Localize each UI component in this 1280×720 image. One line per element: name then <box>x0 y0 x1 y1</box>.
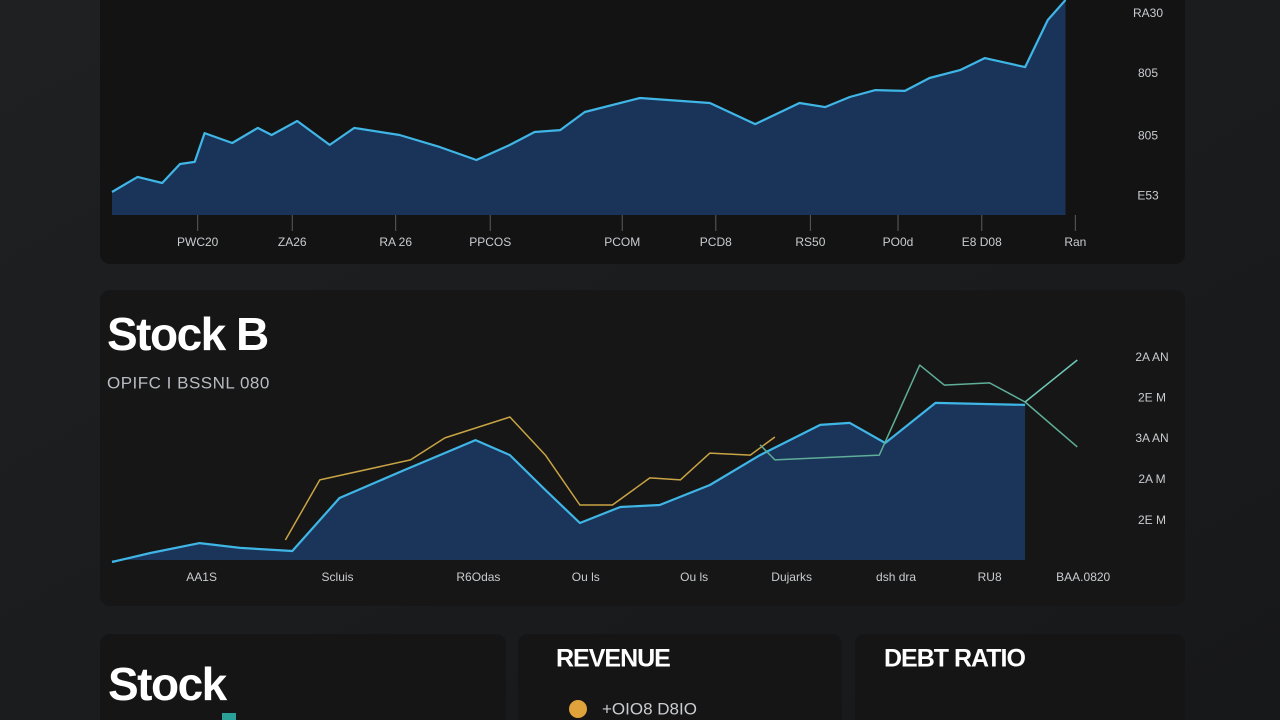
y-tick-label: 2E M <box>1138 390 1166 404</box>
x-tick-label: R6Odas <box>456 570 500 584</box>
card-title: Stock <box>108 658 228 710</box>
x-tick-label: RS50 <box>795 235 825 249</box>
x-tick-label: Ou ls <box>572 570 600 584</box>
x-tick-label: PCD8 <box>700 235 732 249</box>
legend-dot <box>569 700 587 718</box>
x-tick-label: Ou ls <box>680 570 708 584</box>
x-tick-label: dsh dra <box>876 570 916 584</box>
card-title: DEBT RATIO <box>884 645 1025 673</box>
x-tick-label: BAA.0820 <box>1056 570 1110 584</box>
card-icon <box>222 713 236 720</box>
x-tick-label: E8 D08 <box>962 235 1002 249</box>
line <box>759 364 1078 461</box>
x-tick-label: RU8 <box>978 570 1002 584</box>
card-stock <box>100 634 506 720</box>
x-tick-label: PO0d <box>883 235 914 249</box>
x-tick-label: PCOM <box>604 235 640 249</box>
x-tick-label: AA1S <box>186 570 217 584</box>
legend-label: +OIO8 D8IO <box>602 699 697 718</box>
area <box>112 402 1026 562</box>
x-tick-label: Ran <box>1064 235 1086 249</box>
y-tick-label: RA30 <box>1133 6 1163 20</box>
y-tick-label: E53 <box>1137 188 1159 202</box>
y-tick-label: 805 <box>1138 66 1158 80</box>
line <box>284 416 776 541</box>
x-tick-label: Scluis <box>322 570 354 584</box>
area <box>112 0 1066 215</box>
x-tick-label: PPCOS <box>469 235 511 249</box>
card-debt <box>855 634 1185 720</box>
y-tick-label: 2A M <box>1138 472 1165 486</box>
card-title: REVENUE <box>556 645 670 673</box>
card-revenue <box>518 634 842 720</box>
x-tick-label: Dujarks <box>771 570 812 584</box>
x-tick-label: RA 26 <box>379 235 412 249</box>
chart-title: Stock B <box>107 308 268 360</box>
chart-subtitle: OPIFC I BSSNL 080 <box>107 373 270 392</box>
line <box>111 0 1067 193</box>
line <box>111 401 1026 564</box>
y-tick-label: 3A AN <box>1135 431 1168 445</box>
y-tick-label: 2A AN <box>1135 350 1168 364</box>
line <box>1024 359 1078 403</box>
x-tick-label: PWC20 <box>177 235 219 249</box>
x-tick-label: ZA26 <box>278 235 307 249</box>
y-tick-label: 2E M <box>1138 513 1166 527</box>
y-tick-label: 805 <box>1138 128 1158 142</box>
